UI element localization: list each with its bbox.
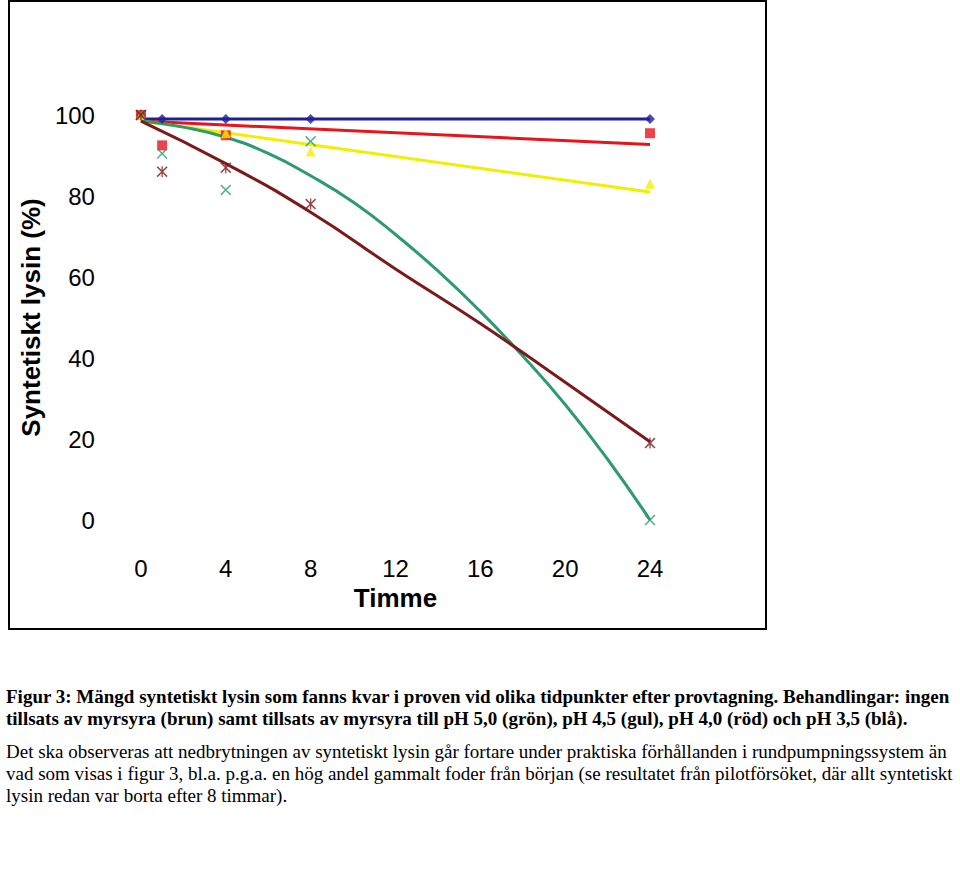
html-text:Det ska observeras att nedbryt: Det ska observeras att nedbrytningen av …	[6, 741, 953, 806]
svg-text:4: 4	[219, 555, 232, 582]
svg-text:0: 0	[82, 507, 95, 534]
svg-text:80: 80	[68, 183, 95, 210]
svg-text:100: 100	[55, 102, 95, 129]
svg-text:16: 16	[467, 555, 494, 582]
svg-text:12: 12	[382, 555, 409, 582]
svg-text:24: 24	[637, 555, 664, 582]
svg-text:Timme: Timme	[354, 583, 437, 613]
svg-text:40: 40	[68, 345, 95, 372]
svg-text:Syntetiskt lysin (%): Syntetiskt lysin (%)	[16, 198, 46, 436]
svg-text:20: 20	[68, 426, 95, 453]
svg-text:60: 60	[68, 264, 95, 291]
svg-text:0: 0	[134, 555, 147, 582]
svg-text:20: 20	[552, 555, 579, 582]
html-text:Figur 3: Mängd syntetiskt lysi: Figur 3: Mängd syntetiskt lysin som fann…	[6, 686, 950, 729]
svg-text:8: 8	[304, 555, 317, 582]
